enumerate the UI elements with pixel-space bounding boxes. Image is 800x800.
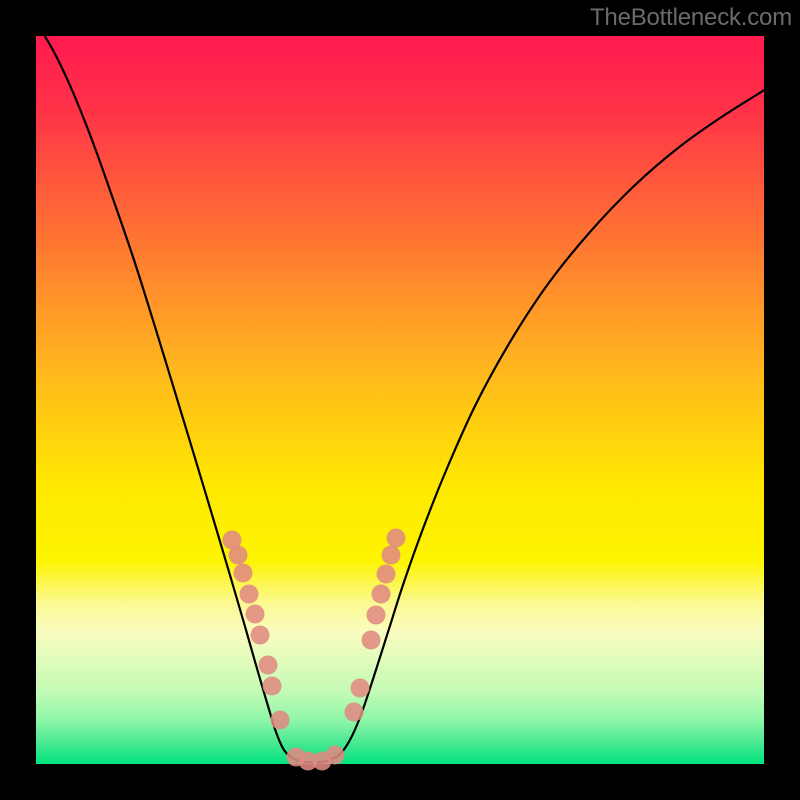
data-marker — [263, 677, 282, 696]
watermark-text: TheBottleneck.com — [590, 4, 792, 32]
data-marker — [271, 711, 290, 730]
data-marker — [234, 564, 253, 583]
data-marker — [229, 546, 248, 565]
data-marker — [372, 585, 391, 604]
data-marker — [377, 565, 396, 584]
data-marker — [382, 546, 401, 565]
data-marker — [259, 656, 278, 675]
data-marker — [251, 626, 270, 645]
data-marker — [246, 605, 265, 624]
data-marker — [345, 703, 364, 722]
svg-layer — [0, 0, 800, 800]
data-marker — [362, 631, 381, 650]
chart-container: TheBottleneck.com — [0, 0, 800, 800]
data-marker — [240, 585, 259, 604]
data-marker — [326, 746, 345, 765]
data-marker — [367, 606, 386, 625]
gradient-background — [36, 36, 764, 764]
data-marker — [351, 679, 370, 698]
data-marker — [387, 529, 406, 548]
